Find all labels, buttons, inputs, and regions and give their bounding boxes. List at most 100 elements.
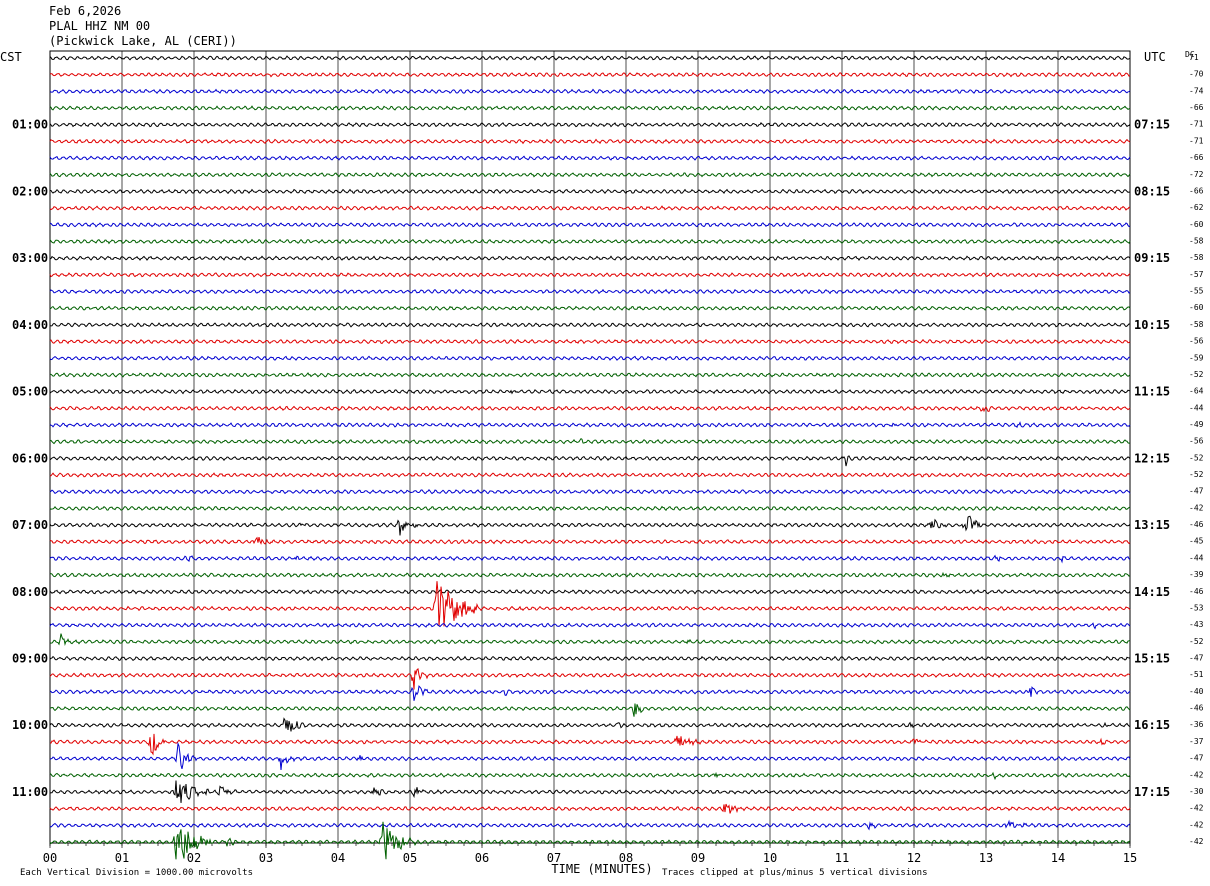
dc-header-label: DC (1185, 50, 1195, 59)
station-code: PLAL HHZ NM 00 (49, 19, 151, 33)
dc-offset-label: -43 (1189, 620, 1204, 629)
dc-offset-label: -74 (1189, 86, 1204, 95)
x-axis-label: TIME (MINUTES) (551, 862, 652, 876)
trace-row-22 (49, 421, 1131, 429)
dc-offset-label: 71 (1189, 53, 1199, 62)
dc-offset-label: -44 (1189, 403, 1204, 412)
trace-row-2 (49, 88, 1131, 95)
utc-time-label: 14:15 (1134, 585, 1170, 599)
utc-time-label: 17:15 (1134, 785, 1170, 799)
trace-row-9 (49, 205, 1131, 211)
trace-row-38 (49, 685, 1131, 701)
trace-row-35 (49, 633, 1131, 647)
x-tick-label: 03 (259, 851, 273, 865)
dc-offset-label: -30 (1189, 787, 1204, 796)
dc-offset-label: -59 (1189, 353, 1204, 362)
cst-time-label: 07:00 (12, 518, 48, 532)
x-tick-label: 06 (475, 851, 489, 865)
utc-time-label: 15:15 (1134, 652, 1170, 666)
utc-time-label: 08:15 (1134, 184, 1170, 198)
x-tick-label: 02 (187, 851, 201, 865)
x-tick-label: 11 (835, 851, 849, 865)
x-tick-label: 01 (115, 851, 129, 865)
dc-offset-label: -46 (1189, 587, 1204, 596)
dc-offset-label: -46 (1189, 520, 1204, 529)
trace-row-0 (49, 55, 1131, 61)
utc-time-label: 16:15 (1134, 718, 1170, 732)
dc-offset-label: -58 (1189, 236, 1204, 245)
utc-time-label: 13:15 (1134, 518, 1170, 532)
trace-row-12 (49, 255, 1131, 262)
x-tick-label: 05 (403, 851, 417, 865)
utc-time-label: 07:15 (1134, 118, 1170, 132)
x-tick-label: 08 (619, 851, 633, 865)
trace-row-26 (49, 489, 1131, 495)
dc-offset-label: -49 (1189, 420, 1204, 429)
x-tick-label: 07 (547, 851, 561, 865)
trace-row-3 (49, 105, 1131, 111)
x-tick-label: 10 (763, 851, 777, 865)
trace-row-28 (49, 515, 1131, 536)
x-tick-label: 13 (979, 851, 993, 865)
dc-offset-label: -72 (1189, 170, 1204, 179)
utc-time-label: 12:15 (1134, 451, 1170, 465)
trace-row-21 (49, 405, 1131, 413)
right-timezone-label: UTC (1144, 50, 1166, 64)
cst-time-label: 06:00 (12, 451, 48, 465)
trace-row-13 (49, 272, 1131, 278)
scale-note: Each Vertical Division = 1000.00 microvo… (20, 868, 253, 878)
dc-offset-label: -52 (1189, 470, 1204, 479)
trace-row-10 (49, 222, 1131, 228)
trace-row-20 (49, 388, 1131, 395)
dc-offset-label: -52 (1189, 637, 1204, 646)
trace-row-34 (49, 622, 1131, 630)
cst-time-label: 01:00 (12, 118, 48, 132)
trace-row-8 (50, 188, 1130, 195)
seismic-traces (49, 55, 1131, 860)
dc-offset-label: -66 (1189, 103, 1204, 112)
dc-offset-label: -51 (1189, 670, 1204, 679)
plot-date: Feb 6,2026 (49, 4, 122, 18)
x-tick-label: 00 (43, 851, 57, 865)
dc-offset-label: -47 (1189, 754, 1204, 763)
trace-row-17 (49, 338, 1131, 345)
utc-time-label: 11:15 (1134, 385, 1170, 399)
dc-offset-label: -47 (1189, 654, 1204, 663)
trace-row-40 (49, 717, 1131, 732)
dc-offset-label: -66 (1189, 153, 1204, 162)
dc-offset-label: -52 (1189, 370, 1204, 379)
cst-time-label: 02:00 (12, 184, 48, 198)
cst-time-label: 04:00 (12, 318, 48, 332)
trace-row-25 (49, 472, 1131, 478)
trace-row-29 (49, 536, 1131, 545)
dc-offset-label: -40 (1189, 687, 1204, 696)
trace-row-41 (49, 733, 1131, 756)
trace-row-24 (49, 455, 1131, 467)
dc-offset-label: -64 (1189, 387, 1204, 396)
trace-row-6 (49, 155, 1131, 161)
dc-offset-label: -60 (1189, 303, 1204, 312)
dc-offset-label: -53 (1189, 603, 1204, 612)
cst-time-label: 09:00 (12, 652, 48, 666)
trace-row-5 (49, 138, 1131, 145)
trace-row-44 (49, 780, 1131, 803)
dc-offset-label: -39 (1189, 570, 1204, 579)
dc-offset-label: -58 (1189, 320, 1204, 329)
trace-row-15 (49, 305, 1131, 311)
trace-row-7 (49, 172, 1131, 178)
dc-offset-label: -42 (1189, 503, 1204, 512)
x-tick-label: 09 (691, 851, 705, 865)
trace-row-18 (49, 355, 1130, 361)
trace-row-11 (49, 238, 1131, 245)
dc-offset-label: -56 (1189, 337, 1204, 346)
trace-row-32 (49, 589, 1131, 595)
dc-offset-label: -55 (1189, 287, 1204, 296)
dc-offset-label: -42 (1189, 770, 1204, 779)
trace-row-43 (49, 771, 1131, 781)
trace-row-36 (49, 655, 1131, 662)
dc-offset-label: -52 (1189, 453, 1204, 462)
dc-offset-label: -71 (1189, 136, 1204, 145)
cst-time-label: 10:00 (12, 718, 48, 732)
dc-offset-label: -66 (1189, 186, 1204, 195)
